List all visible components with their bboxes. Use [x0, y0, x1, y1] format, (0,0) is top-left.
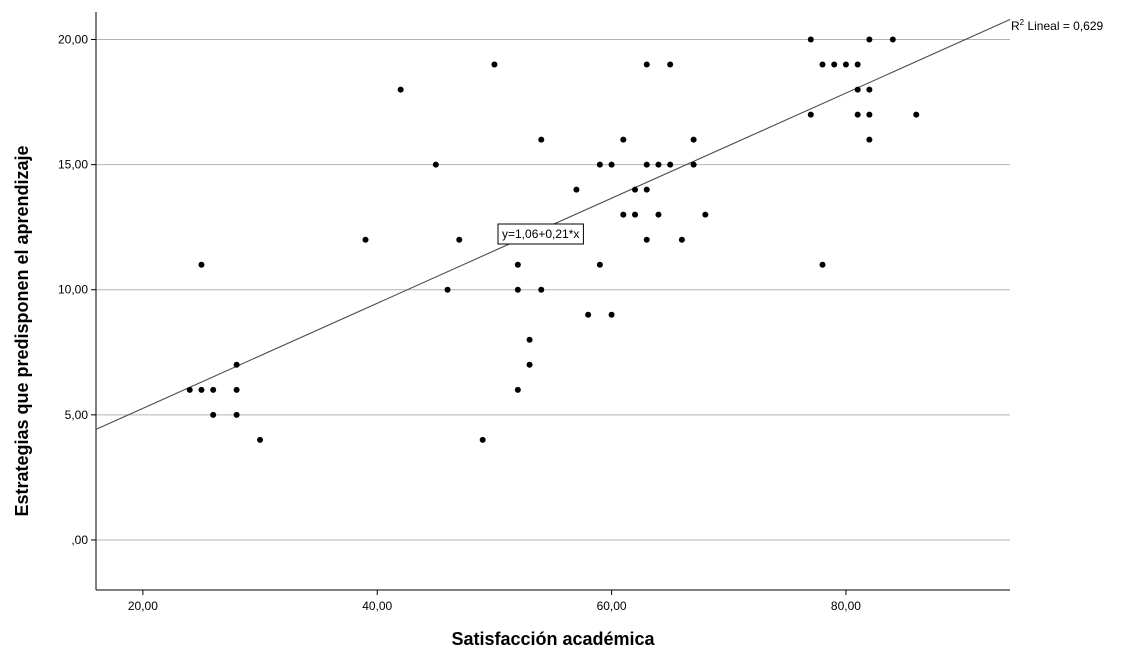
r2-rest: Lineal = 0,629	[1024, 19, 1103, 33]
data-point	[620, 211, 627, 218]
data-point	[866, 111, 873, 118]
data-point	[198, 261, 205, 268]
data-point	[831, 61, 838, 68]
data-point	[854, 61, 861, 68]
data-point	[643, 61, 650, 68]
equation-box-border	[497, 223, 584, 245]
r2-superscript: 2	[1020, 18, 1025, 27]
data-point	[526, 361, 533, 368]
data-point	[690, 161, 697, 168]
data-point	[807, 36, 814, 43]
y-tick-label: 15,00	[58, 158, 88, 172]
data-point	[538, 286, 545, 293]
data-point	[866, 136, 873, 143]
data-point	[854, 111, 861, 118]
x-tick-labels: 20,00 40,00 60,00 80,00	[128, 590, 861, 613]
data-point	[233, 361, 240, 368]
data-point	[514, 286, 521, 293]
data-point	[690, 136, 697, 143]
data-point	[233, 386, 240, 393]
data-point	[479, 436, 486, 443]
y-tick-label: 5,00	[65, 408, 89, 422]
data-point	[526, 336, 533, 343]
data-points	[186, 36, 920, 443]
data-point	[210, 386, 217, 393]
data-point	[362, 236, 369, 243]
data-point	[866, 86, 873, 93]
data-point	[667, 61, 674, 68]
data-point	[198, 386, 205, 393]
x-tick-label: 80,00	[831, 599, 861, 613]
data-point	[432, 161, 439, 168]
x-tick-label: 40,00	[362, 599, 392, 613]
data-point	[233, 411, 240, 418]
data-point	[514, 386, 521, 393]
data-point	[608, 311, 615, 318]
data-point	[807, 111, 814, 118]
r2-label: R2 Lineal = 0,629	[1011, 18, 1104, 33]
data-point	[186, 386, 193, 393]
data-point	[210, 411, 217, 418]
data-point	[655, 211, 662, 218]
data-point	[819, 61, 826, 68]
y-tick-label: 10,00	[58, 283, 88, 297]
y-axis-title: Estrategias que predisponen el aprendiza…	[12, 145, 32, 516]
data-point	[678, 236, 685, 243]
x-tick-label: 20,00	[128, 599, 158, 613]
data-point	[854, 86, 861, 93]
y-tick-label: ,00	[71, 533, 88, 547]
data-point	[257, 436, 264, 443]
equation-label: y=1,06+0,21*x	[502, 227, 579, 241]
r2-prefix: R	[1011, 19, 1020, 33]
data-point	[596, 161, 603, 168]
grid-lines	[96, 39, 1010, 541]
data-point	[667, 161, 674, 168]
data-point	[444, 286, 451, 293]
data-point	[596, 261, 603, 268]
data-point	[397, 86, 404, 93]
data-point	[819, 261, 826, 268]
y-tick-label: 20,00	[58, 33, 88, 47]
data-point	[620, 136, 627, 143]
data-point	[866, 36, 873, 43]
x-axis-title: Satisfacción académica	[451, 629, 655, 649]
data-point	[702, 211, 709, 218]
data-point	[538, 136, 545, 143]
data-point	[889, 36, 896, 43]
data-point	[913, 111, 920, 118]
data-point	[491, 61, 498, 68]
data-point	[514, 261, 521, 268]
data-point	[643, 186, 650, 193]
data-point	[655, 161, 662, 168]
data-point	[608, 161, 615, 168]
data-point	[643, 161, 650, 168]
equation-box: y=1,06+0,21*x	[497, 223, 584, 245]
data-point	[643, 236, 650, 243]
x-tick-label: 60,00	[597, 599, 627, 613]
data-point	[585, 311, 592, 318]
data-point	[632, 211, 639, 218]
data-point	[842, 61, 849, 68]
y-tick-labels: ,00 5,00 10,00 15,00 20,00	[58, 33, 96, 547]
axes	[95, 12, 1010, 591]
data-point	[456, 236, 463, 243]
data-point	[573, 186, 580, 193]
data-point	[632, 186, 639, 193]
